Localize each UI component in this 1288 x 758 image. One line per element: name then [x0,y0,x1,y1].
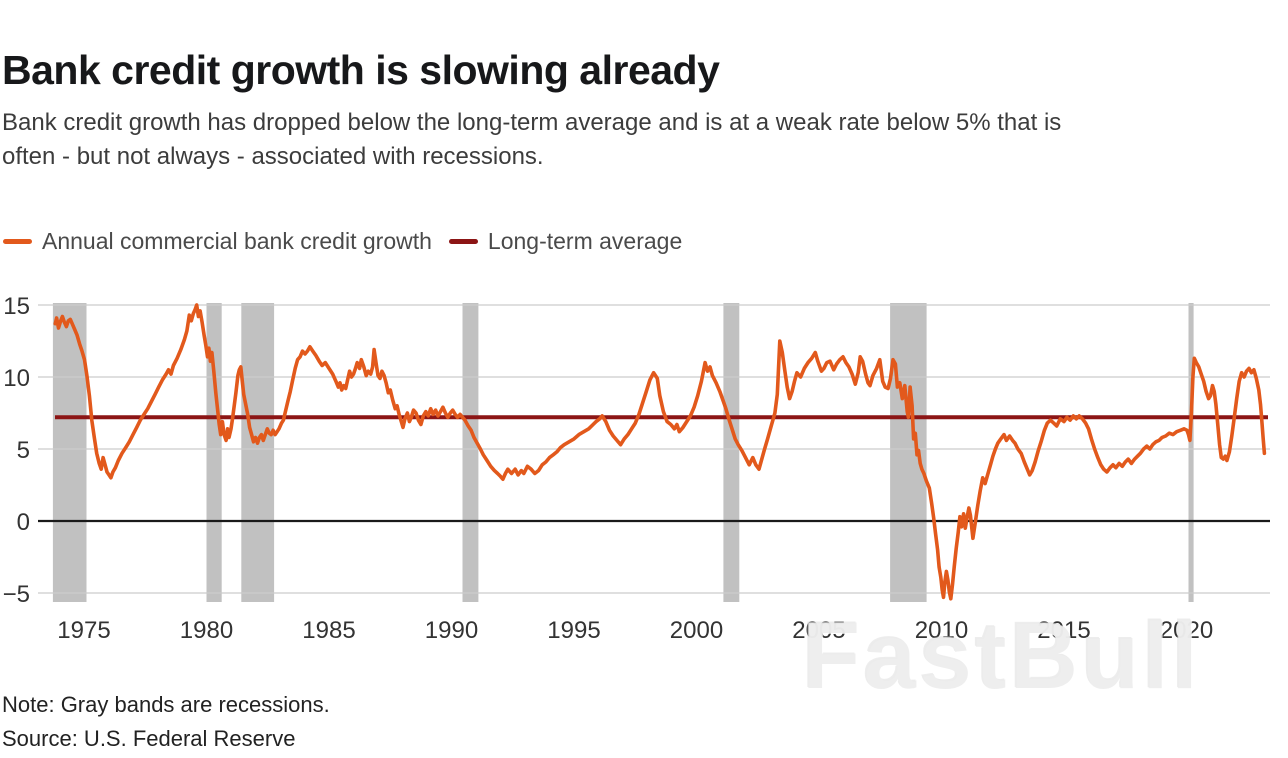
credit-growth-line [53,303,1267,601]
legend-label-average: Long-term average [487,228,683,254]
recession-band [1188,303,1194,602]
chart-note: Note: Gray bands are recessions. [2,692,330,717]
x-axis-label: 1980 [180,617,233,644]
recession-band [890,303,927,602]
x-axis-label: 1975 [57,617,110,644]
legend-item-average: Long-term average [448,228,683,255]
chart-source: Source: U.S. Federal Reserve [2,726,296,751]
x-axis-label: 2015 [1037,617,1090,644]
subtitle-line-2: often - but not always - associated with… [2,143,544,170]
recession-band [723,303,740,602]
y-axis-label: 5 [17,437,30,464]
recession-band [462,303,479,602]
x-axis-label: 1995 [547,617,600,644]
y-axis-label: 0 [17,509,30,536]
recession-band [206,303,222,602]
x-axis-label: 1990 [425,617,478,644]
average-swatch-icon [448,239,478,244]
x-axis-label: 1985 [302,617,355,644]
x-axis-label: 2020 [1160,617,1213,644]
x-axis-label: 2010 [915,617,968,644]
y-axis-label: 15 [3,293,30,320]
recession-band [241,303,275,602]
subtitle-line-1: Bank credit growth has dropped below the… [2,109,1062,136]
legend-label-credit-growth: Annual commercial bank credit growth [42,228,432,254]
legend-item-credit-growth: Annual commercial bank credit growth [3,228,432,255]
credit-growth-swatch-icon [3,239,32,244]
y-axis-label: −5 [3,581,30,608]
x-axis-label: 2005 [792,617,845,644]
chart-legend: Annual commercial bank credit growth Lon… [3,228,682,255]
x-axis-label: 2000 [670,617,723,644]
page-title: Bank credit growth is slowing already [2,47,720,94]
y-axis-label: 10 [3,365,30,392]
chart-subtitle: Bank credit growth has dropped below the… [2,106,1061,174]
